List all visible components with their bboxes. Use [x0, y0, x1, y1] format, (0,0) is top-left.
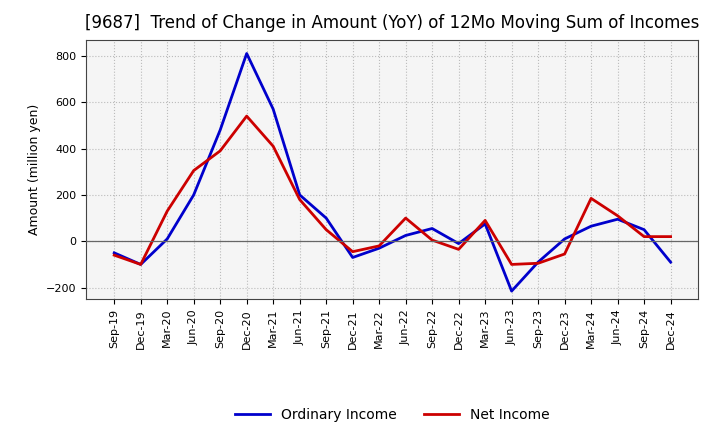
Net Income: [560, 251, 569, 257]
Net Income: [534, 260, 542, 266]
Ordinary Income: [163, 236, 171, 242]
Ordinary Income: [136, 262, 145, 267]
Net Income: [163, 209, 171, 214]
Net Income: [243, 114, 251, 119]
Ordinary Income: [613, 216, 622, 222]
Title: [9687]  Trend of Change in Amount (YoY) of 12Mo Moving Sum of Incomes: [9687] Trend of Change in Amount (YoY) o…: [85, 15, 700, 33]
Net Income: [481, 218, 490, 223]
Net Income: [189, 168, 198, 173]
Ordinary Income: [110, 250, 119, 256]
Net Income: [613, 213, 622, 218]
Ordinary Income: [243, 51, 251, 56]
Line: Net Income: Net Income: [114, 116, 670, 264]
Net Income: [401, 216, 410, 221]
Ordinary Income: [189, 192, 198, 198]
Y-axis label: Amount (million yen): Amount (million yen): [27, 104, 40, 235]
Net Income: [295, 197, 304, 202]
Ordinary Income: [322, 216, 330, 221]
Ordinary Income: [534, 260, 542, 265]
Ordinary Income: [216, 127, 225, 132]
Net Income: [322, 227, 330, 232]
Net Income: [136, 262, 145, 267]
Net Income: [216, 148, 225, 154]
Net Income: [666, 234, 675, 239]
Net Income: [348, 249, 357, 254]
Ordinary Income: [401, 233, 410, 238]
Ordinary Income: [481, 221, 490, 227]
Net Income: [640, 234, 649, 239]
Ordinary Income: [295, 192, 304, 198]
Ordinary Income: [428, 226, 436, 231]
Ordinary Income: [269, 106, 277, 112]
Net Income: [587, 196, 595, 201]
Net Income: [269, 143, 277, 149]
Ordinary Income: [666, 260, 675, 265]
Net Income: [110, 253, 119, 258]
Net Income: [375, 243, 384, 249]
Net Income: [454, 247, 463, 252]
Ordinary Income: [454, 241, 463, 246]
Ordinary Income: [508, 289, 516, 294]
Net Income: [508, 262, 516, 267]
Line: Ordinary Income: Ordinary Income: [114, 54, 670, 291]
Ordinary Income: [560, 236, 569, 242]
Ordinary Income: [640, 227, 649, 232]
Ordinary Income: [587, 224, 595, 229]
Net Income: [428, 238, 436, 243]
Ordinary Income: [348, 255, 357, 260]
Legend: Ordinary Income, Net Income: Ordinary Income, Net Income: [230, 402, 555, 427]
Ordinary Income: [375, 246, 384, 251]
